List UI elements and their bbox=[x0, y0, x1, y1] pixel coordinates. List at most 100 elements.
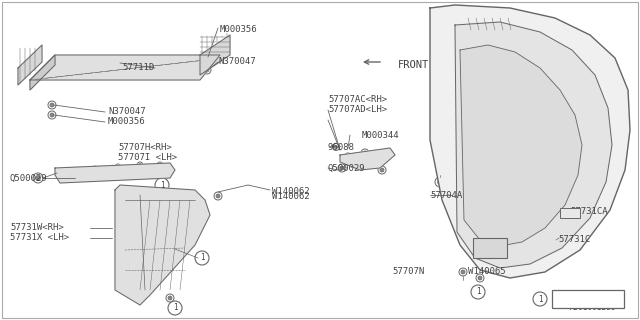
Text: 1: 1 bbox=[173, 303, 177, 313]
Circle shape bbox=[171, 241, 179, 249]
Circle shape bbox=[195, 251, 209, 265]
Circle shape bbox=[203, 66, 211, 74]
Circle shape bbox=[79, 62, 81, 66]
Circle shape bbox=[333, 143, 339, 150]
Text: 1: 1 bbox=[200, 253, 204, 262]
Circle shape bbox=[378, 156, 386, 164]
Polygon shape bbox=[55, 163, 175, 183]
Polygon shape bbox=[340, 148, 395, 170]
Polygon shape bbox=[115, 185, 210, 305]
Circle shape bbox=[216, 194, 220, 198]
Text: 96088: 96088 bbox=[328, 142, 355, 151]
Circle shape bbox=[157, 162, 163, 168]
Circle shape bbox=[461, 270, 465, 274]
Text: W140007: W140007 bbox=[569, 294, 607, 303]
Circle shape bbox=[533, 292, 547, 306]
Text: M000344: M000344 bbox=[362, 131, 399, 140]
Circle shape bbox=[54, 63, 61, 70]
Circle shape bbox=[471, 285, 485, 299]
Circle shape bbox=[168, 296, 172, 300]
Polygon shape bbox=[200, 35, 230, 75]
Circle shape bbox=[116, 165, 120, 169]
Circle shape bbox=[205, 55, 209, 59]
Circle shape bbox=[476, 274, 484, 282]
Text: Q500029: Q500029 bbox=[10, 173, 47, 182]
Circle shape bbox=[168, 301, 182, 315]
Circle shape bbox=[378, 166, 386, 174]
Text: 57707AC<RH>: 57707AC<RH> bbox=[328, 95, 387, 105]
Circle shape bbox=[99, 60, 102, 63]
Circle shape bbox=[70, 171, 74, 173]
Circle shape bbox=[156, 193, 160, 197]
Text: Q500029: Q500029 bbox=[328, 164, 365, 172]
Bar bbox=[552, 290, 624, 308]
Circle shape bbox=[97, 59, 104, 66]
Polygon shape bbox=[455, 22, 612, 268]
Circle shape bbox=[205, 68, 209, 72]
Circle shape bbox=[69, 169, 75, 175]
Text: M000356: M000356 bbox=[220, 26, 258, 35]
Circle shape bbox=[138, 164, 141, 166]
Circle shape bbox=[380, 168, 384, 172]
Circle shape bbox=[50, 103, 54, 107]
Circle shape bbox=[335, 146, 337, 148]
Text: 57731C: 57731C bbox=[558, 236, 590, 244]
Text: 1: 1 bbox=[476, 287, 480, 297]
Circle shape bbox=[459, 268, 467, 276]
Text: 57731CA: 57731CA bbox=[570, 207, 607, 217]
Circle shape bbox=[56, 66, 60, 68]
Polygon shape bbox=[460, 45, 582, 246]
Text: 57711D: 57711D bbox=[123, 63, 155, 73]
Circle shape bbox=[380, 158, 384, 162]
Circle shape bbox=[340, 166, 344, 170]
Polygon shape bbox=[30, 55, 55, 90]
Text: 57707N: 57707N bbox=[392, 268, 424, 276]
Circle shape bbox=[154, 191, 162, 199]
Circle shape bbox=[48, 111, 56, 119]
Circle shape bbox=[50, 113, 54, 117]
Text: A591001286: A591001286 bbox=[570, 303, 616, 313]
Circle shape bbox=[214, 192, 222, 200]
Text: 57707H<RH>: 57707H<RH> bbox=[118, 143, 172, 153]
Text: N370047: N370047 bbox=[218, 58, 255, 67]
Text: 1: 1 bbox=[538, 294, 542, 303]
Text: W140062: W140062 bbox=[272, 188, 310, 196]
Text: W140065: W140065 bbox=[468, 268, 506, 276]
Circle shape bbox=[48, 101, 56, 109]
Circle shape bbox=[35, 175, 40, 180]
Text: FRONT: FRONT bbox=[398, 60, 429, 70]
Circle shape bbox=[155, 178, 169, 192]
Circle shape bbox=[478, 276, 482, 280]
Text: W140062: W140062 bbox=[272, 192, 310, 201]
Circle shape bbox=[338, 164, 346, 172]
Circle shape bbox=[435, 177, 445, 187]
Circle shape bbox=[173, 243, 177, 247]
Circle shape bbox=[159, 164, 161, 166]
Circle shape bbox=[553, 236, 557, 240]
Circle shape bbox=[77, 60, 83, 68]
Circle shape bbox=[438, 180, 442, 185]
Text: 1: 1 bbox=[160, 180, 164, 189]
FancyBboxPatch shape bbox=[473, 238, 507, 258]
Polygon shape bbox=[430, 5, 630, 278]
Text: 57704A: 57704A bbox=[430, 190, 462, 199]
Polygon shape bbox=[18, 45, 42, 85]
Circle shape bbox=[363, 151, 367, 155]
Text: N370047: N370047 bbox=[108, 108, 146, 116]
Circle shape bbox=[166, 294, 174, 302]
Text: 57707I <LH>: 57707I <LH> bbox=[118, 154, 177, 163]
Circle shape bbox=[137, 162, 143, 168]
Circle shape bbox=[116, 57, 124, 63]
Text: M000356: M000356 bbox=[108, 117, 146, 126]
Bar bbox=[560, 208, 580, 218]
Text: 57731W<RH>: 57731W<RH> bbox=[10, 223, 64, 233]
Circle shape bbox=[344, 153, 352, 161]
Circle shape bbox=[361, 149, 369, 157]
Circle shape bbox=[33, 173, 43, 183]
Circle shape bbox=[118, 59, 122, 61]
Circle shape bbox=[151, 194, 159, 202]
Circle shape bbox=[93, 167, 97, 171]
Circle shape bbox=[92, 166, 98, 172]
Circle shape bbox=[153, 196, 157, 200]
Circle shape bbox=[115, 164, 121, 170]
